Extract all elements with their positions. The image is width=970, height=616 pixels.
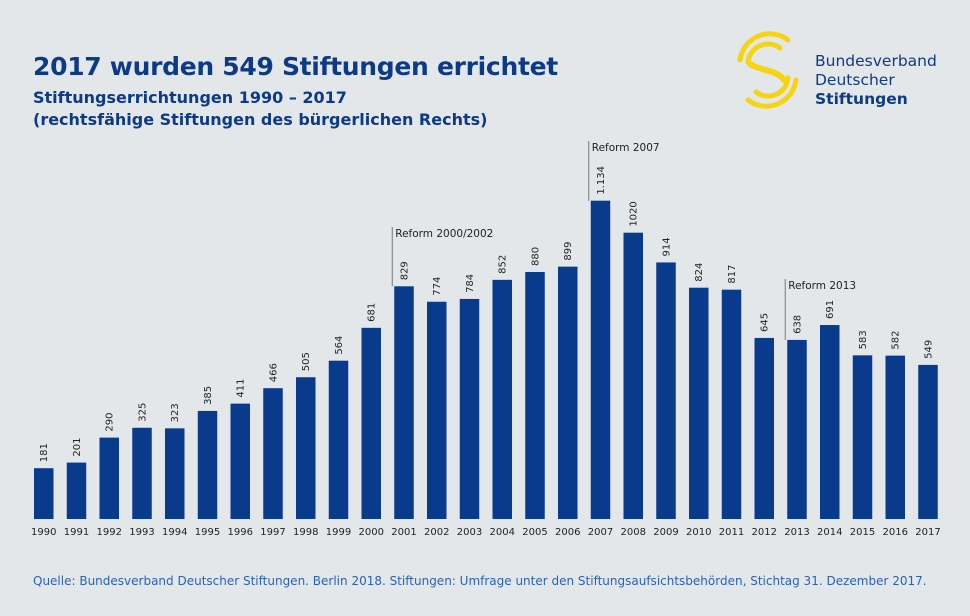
logo-line-3: Stiftungen	[815, 90, 908, 108]
page-title: 2017 wurden 549 Stiftungen errichtet	[33, 52, 558, 81]
year-label-2014: 2014	[817, 527, 842, 538]
value-label-2014: 691	[825, 300, 836, 319]
value-label-2005: 880	[531, 247, 542, 266]
value-label-1997: 466	[269, 363, 280, 382]
year-label-2011: 2011	[719, 527, 744, 538]
year-label-2006: 2006	[555, 527, 580, 538]
value-label-2016: 582	[891, 331, 902, 350]
bar-2004	[492, 279, 512, 519]
year-label-2012: 2012	[752, 527, 777, 538]
logo-line-1: Bundesverband	[815, 52, 937, 70]
value-label-1990: 181	[39, 443, 50, 462]
value-label-2013: 638	[793, 315, 804, 334]
year-label-1998: 1998	[293, 527, 318, 538]
value-label-2006: 899	[563, 242, 574, 261]
logo: Bundesverband Deutscher Stiftungen	[728, 30, 958, 110]
year-label-2004: 2004	[490, 527, 515, 538]
value-label-2009: 914	[662, 237, 673, 256]
value-label-2007: 1.134	[596, 166, 607, 195]
bar-2016	[885, 355, 905, 519]
value-label-2001: 829	[400, 261, 411, 280]
year-label-1999: 1999	[326, 527, 351, 538]
value-label-1993: 325	[138, 403, 149, 422]
value-label-1999: 564	[334, 336, 345, 355]
annotation-2007: Reform 2007	[592, 142, 660, 154]
year-label-2001: 2001	[391, 527, 416, 538]
annotation-2001: Reform 2000/2002	[395, 228, 493, 240]
year-label-2005: 2005	[522, 527, 547, 538]
value-label-1994: 323	[170, 403, 181, 422]
year-label-2002: 2002	[424, 527, 449, 538]
value-label-2010: 824	[694, 263, 705, 282]
bar-1995	[197, 410, 218, 519]
year-label-1991: 1991	[64, 527, 89, 538]
year-label-2013: 2013	[784, 527, 809, 538]
bar-2010	[689, 287, 709, 519]
year-label-2010: 2010	[686, 527, 711, 538]
bar-1996	[230, 403, 250, 519]
bar-1992	[99, 437, 119, 519]
bar-2011	[721, 289, 742, 519]
year-label-2008: 2008	[621, 527, 646, 538]
bar-1991	[66, 462, 87, 519]
value-label-2002: 774	[432, 277, 443, 296]
value-label-1995: 385	[203, 386, 214, 405]
bar-2006	[558, 266, 578, 519]
value-label-2004: 852	[498, 255, 509, 274]
bar-1998	[296, 377, 316, 519]
year-label-2007: 2007	[588, 527, 613, 538]
value-label-2012: 645	[760, 313, 771, 332]
bar-2013	[787, 339, 807, 519]
bar-2015	[852, 355, 873, 519]
year-label-1996: 1996	[228, 527, 253, 538]
year-label-1990: 1990	[31, 527, 56, 538]
bar-2017	[918, 364, 938, 519]
year-label-2017: 2017	[915, 527, 940, 538]
year-label-2009: 2009	[653, 527, 678, 538]
value-label-1996: 411	[236, 379, 247, 398]
bar-2000	[361, 327, 381, 519]
bar-2005	[525, 271, 545, 519]
bar-2009	[656, 262, 676, 519]
bar-2014	[820, 325, 840, 519]
value-label-2017: 549	[924, 340, 935, 359]
value-label-2011: 817	[727, 265, 738, 284]
value-label-2015: 583	[858, 330, 869, 349]
annotation-2013: Reform 2013	[788, 280, 856, 292]
year-label-1992: 1992	[97, 527, 122, 538]
value-label-1991: 201	[72, 437, 83, 456]
value-label-2008: 1020	[629, 201, 640, 226]
bar-1994	[165, 428, 185, 519]
bar-2001	[394, 286, 414, 519]
bar-2012	[754, 337, 774, 519]
bar-2002	[427, 301, 447, 519]
bar-1993	[132, 427, 152, 519]
bar-2008	[623, 232, 643, 519]
year-label-1994: 1994	[162, 527, 187, 538]
subtitle-note: (rechtsfähige Stiftungen des bürgerliche…	[33, 110, 488, 129]
value-label-1998: 505	[301, 352, 312, 371]
value-label-2003: 784	[465, 274, 476, 293]
subtitle: Stiftungserrichtungen 1990 – 2017	[33, 88, 347, 107]
logo-line-2: Deutscher	[815, 71, 895, 89]
year-label-2003: 2003	[457, 527, 482, 538]
year-label-2015: 2015	[850, 527, 875, 538]
year-label-2000: 2000	[359, 527, 384, 538]
bar-2007	[590, 200, 611, 519]
year-label-1997: 1997	[260, 527, 285, 538]
source-note: Quelle: Bundesverband Deutscher Stiftung…	[33, 574, 927, 588]
value-label-2000: 681	[367, 303, 378, 322]
swirl-logo-icon	[737, 31, 799, 109]
bar-1990	[34, 468, 54, 519]
bar-1997	[263, 388, 283, 519]
value-label-1992: 290	[105, 413, 116, 432]
bar-1999	[328, 360, 349, 519]
year-label-1993: 1993	[129, 527, 154, 538]
year-label-1995: 1995	[195, 527, 220, 538]
year-label-2016: 2016	[883, 527, 908, 538]
bar-2003	[459, 298, 480, 519]
